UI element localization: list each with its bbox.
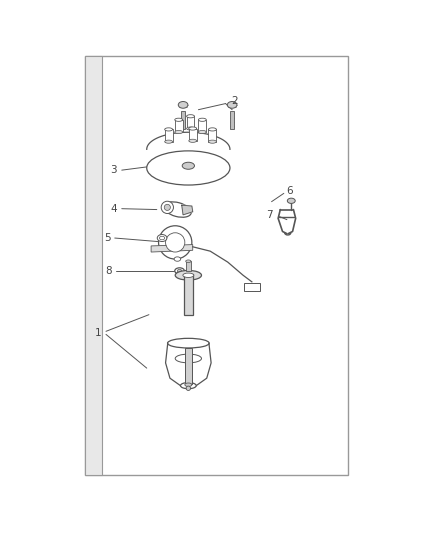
- Ellipse shape: [208, 128, 216, 131]
- Polygon shape: [182, 205, 193, 215]
- Ellipse shape: [177, 269, 182, 272]
- Ellipse shape: [180, 383, 196, 389]
- Ellipse shape: [175, 118, 183, 122]
- Text: 7: 7: [266, 210, 273, 220]
- Bar: [198, 120, 206, 132]
- Text: 3: 3: [110, 165, 117, 175]
- Ellipse shape: [175, 354, 201, 363]
- Ellipse shape: [185, 383, 192, 386]
- Bar: [208, 130, 216, 142]
- Circle shape: [164, 204, 170, 211]
- Ellipse shape: [165, 128, 173, 131]
- Ellipse shape: [183, 273, 194, 278]
- Ellipse shape: [189, 127, 197, 130]
- Circle shape: [159, 226, 192, 259]
- Ellipse shape: [175, 131, 183, 134]
- Bar: [181, 111, 185, 128]
- Text: 5: 5: [104, 233, 111, 243]
- Bar: [185, 348, 192, 384]
- Ellipse shape: [178, 101, 188, 108]
- Ellipse shape: [189, 139, 197, 142]
- Ellipse shape: [227, 101, 237, 108]
- Polygon shape: [147, 132, 230, 149]
- Ellipse shape: [147, 151, 230, 185]
- Ellipse shape: [175, 268, 184, 274]
- Bar: [230, 111, 234, 128]
- Ellipse shape: [182, 162, 194, 169]
- Text: 8: 8: [105, 266, 112, 276]
- Circle shape: [161, 201, 173, 214]
- Text: 6: 6: [286, 186, 293, 196]
- Ellipse shape: [187, 127, 194, 130]
- Circle shape: [166, 233, 185, 252]
- Ellipse shape: [163, 202, 191, 217]
- Ellipse shape: [208, 140, 216, 143]
- Bar: [187, 116, 194, 128]
- Text: 1: 1: [95, 328, 102, 338]
- Ellipse shape: [187, 115, 194, 118]
- Ellipse shape: [198, 131, 206, 134]
- Bar: [184, 274, 193, 314]
- Ellipse shape: [174, 257, 180, 261]
- Bar: [165, 130, 173, 142]
- Polygon shape: [166, 343, 211, 386]
- Ellipse shape: [159, 236, 165, 240]
- Bar: [244, 282, 260, 292]
- Bar: [186, 261, 191, 271]
- Ellipse shape: [165, 140, 173, 143]
- Bar: [85, 56, 102, 474]
- Ellipse shape: [175, 270, 201, 280]
- Bar: [85, 56, 348, 474]
- Ellipse shape: [157, 235, 167, 241]
- Ellipse shape: [287, 198, 295, 204]
- Text: 4: 4: [110, 204, 117, 214]
- Polygon shape: [151, 245, 193, 252]
- Bar: [189, 128, 197, 141]
- Ellipse shape: [198, 118, 206, 122]
- Text: 2: 2: [231, 96, 238, 107]
- Ellipse shape: [167, 338, 209, 348]
- Ellipse shape: [186, 260, 191, 263]
- Bar: [175, 120, 183, 132]
- Ellipse shape: [186, 386, 191, 391]
